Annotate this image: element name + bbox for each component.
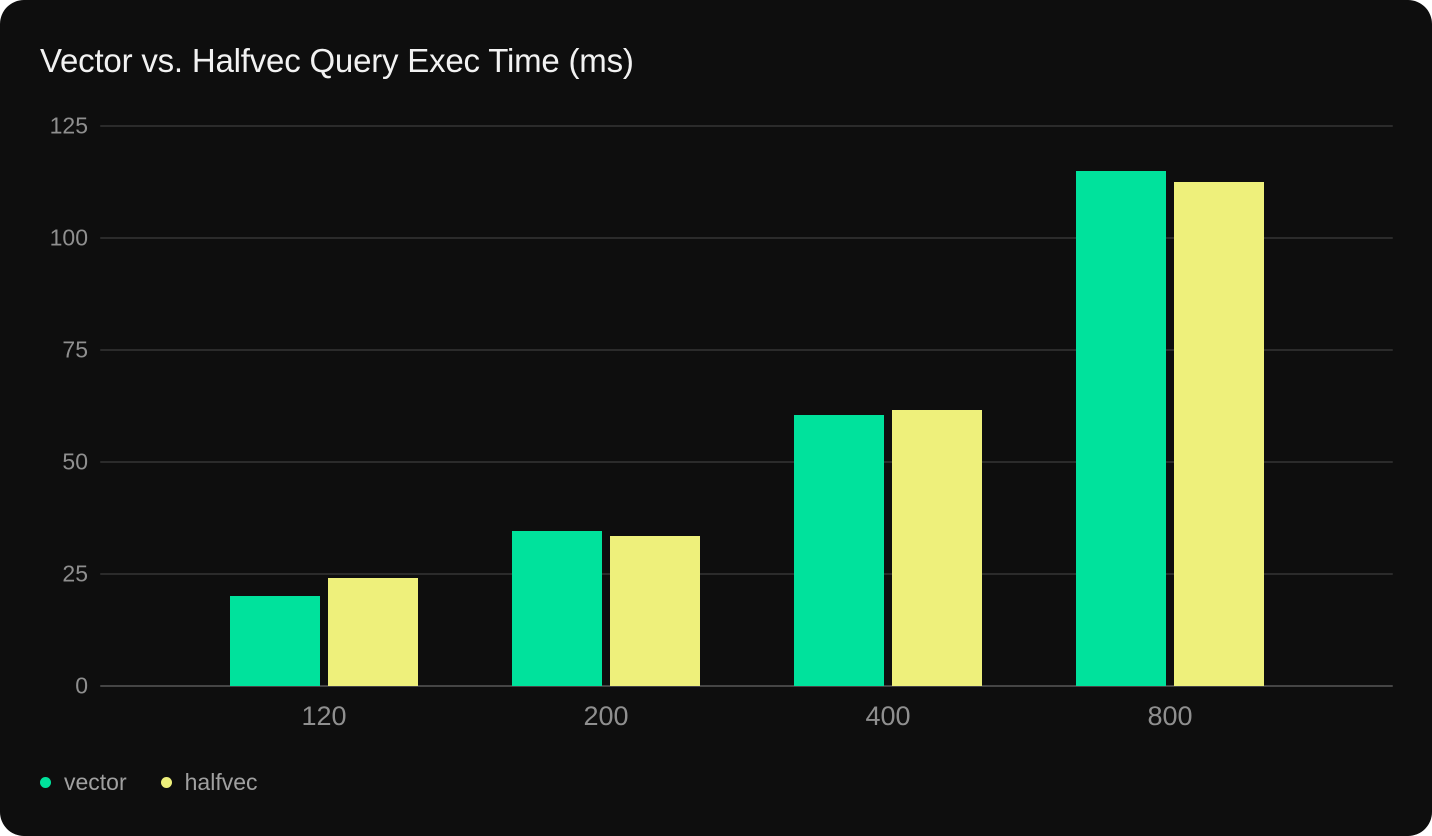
- y-axis-tick-label: 50: [62, 448, 88, 475]
- bar-vector-400[interactable]: [794, 414, 884, 686]
- bar-vector-120[interactable]: [230, 596, 320, 686]
- x-axis-tick-label: 800: [1147, 701, 1193, 731]
- x-axis-tick-label: 200: [583, 701, 629, 731]
- legend-item-label: halfvec: [184, 769, 258, 795]
- legend-item-vector[interactable]: vector: [40, 769, 127, 796]
- bar-vector-200[interactable]: [512, 531, 602, 686]
- legend-item-halfvec[interactable]: halfvec: [160, 769, 258, 796]
- legend: vector halfvec: [40, 769, 258, 796]
- bar-halfvec-800[interactable]: [1174, 182, 1264, 686]
- x-axis-tick-label: 120: [301, 701, 347, 731]
- y-axis-tick-label: 125: [49, 112, 88, 139]
- y-axis-tick-label: 0: [75, 672, 88, 699]
- y-axis-tick-label: 25: [62, 560, 88, 587]
- legend-item-label: vector: [64, 769, 127, 795]
- legend-dot-icon: [40, 777, 51, 788]
- y-axis-tick-label: 75: [62, 336, 88, 363]
- bar-halfvec-400[interactable]: [892, 410, 982, 686]
- chart-title: Vector vs. Halfvec Query Exec Time (ms): [40, 42, 634, 79]
- x-axis-line: [100, 685, 1393, 687]
- bar-halfvec-120[interactable]: [328, 578, 418, 686]
- legend-dot-icon: [160, 777, 172, 788]
- gridline: [100, 237, 1393, 239]
- y-axis-tick-label: 100: [49, 224, 88, 251]
- gridline: [100, 573, 1393, 575]
- bar-halfvec-200[interactable]: [610, 535, 700, 686]
- gridline: [100, 461, 1393, 463]
- bar-vector-800[interactable]: [1076, 170, 1166, 686]
- x-axis-tick-label: 400: [865, 701, 911, 731]
- gridline: [100, 349, 1393, 351]
- gridline: [100, 125, 1393, 127]
